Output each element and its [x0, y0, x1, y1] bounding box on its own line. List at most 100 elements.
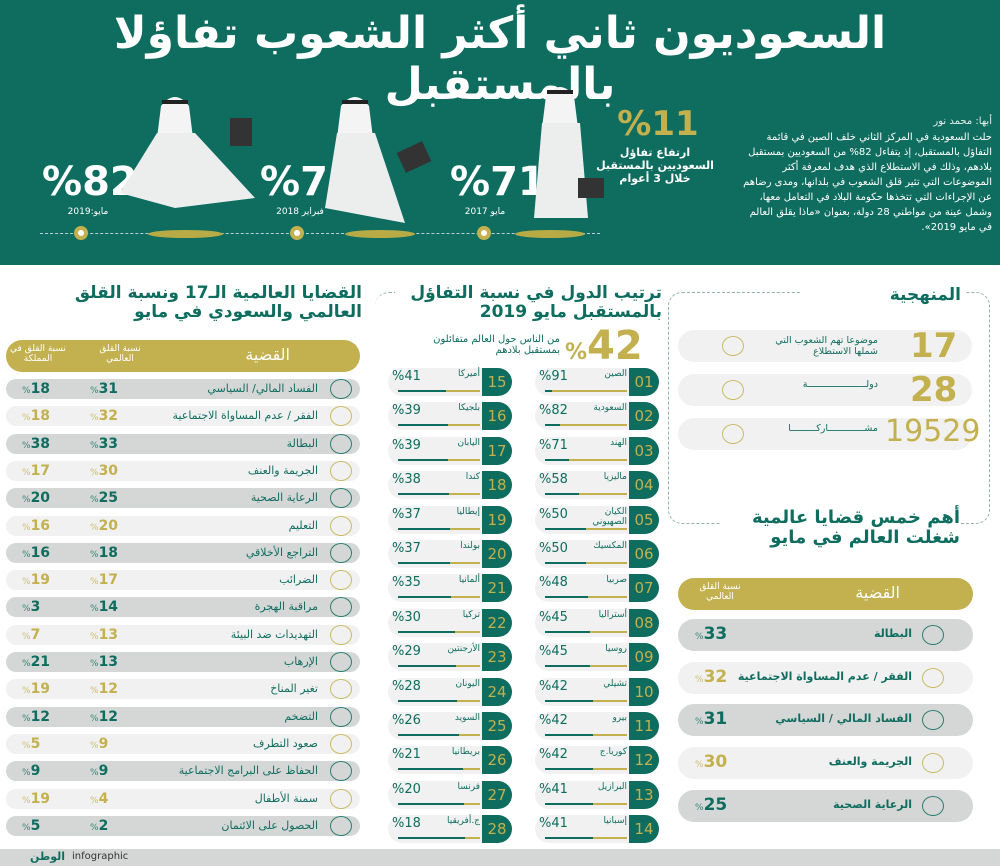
optimism-bar-track [545, 699, 627, 702]
group-icon [722, 424, 744, 444]
country-name: بلجيكا [458, 403, 480, 414]
lightbulb-gears-icon [722, 336, 744, 356]
country-name: الهند [610, 437, 627, 448]
issue-icon [330, 624, 352, 645]
issue-name: الفساد المالي/ السياسي [207, 382, 318, 395]
issue-row [6, 788, 360, 809]
world-concern-value: %13 [90, 626, 119, 643]
issue-row [6, 706, 360, 727]
optimism-bar-track [545, 802, 627, 805]
issue-name: البطالة [286, 436, 318, 450]
optimism-value: %37 [392, 506, 421, 522]
world-value-number: 42 [587, 323, 643, 369]
rank-badge: 18 [482, 471, 512, 500]
optimism-bar-fill [451, 596, 480, 599]
col-ksa-label: نسبة القلق في المملكة [10, 344, 66, 364]
issue-icon [330, 488, 352, 509]
country-name: أميركا [457, 369, 480, 379]
footer-logo: الوطن [30, 850, 66, 863]
ksa-concern-value: %5 [22, 817, 41, 834]
ksa-concern-value: %16 [22, 517, 51, 534]
optimism-bar-fill [455, 630, 480, 633]
intro-text: حلت السعودية في المركز الثاني خلف الصين … [743, 132, 992, 233]
methodology-value: 28 [910, 370, 958, 410]
world-concern-value: %14 [90, 599, 119, 616]
optimism-bar-fill [586, 527, 627, 530]
issue-name: الإرهاب [283, 655, 318, 668]
country-name: إيطاليا [456, 506, 480, 517]
country-name: اليونان [455, 678, 480, 689]
world-concern-value: %12 [90, 708, 119, 725]
country-name: المكسيك [593, 541, 627, 551]
ksa-concern-value: %38 [22, 435, 51, 452]
optimism-value: %50 [539, 541, 568, 556]
optimism-bar-track [398, 527, 480, 530]
rank-badge: 14 [629, 815, 659, 844]
optimism-bar-fill [449, 527, 480, 530]
optimism-bar-track [545, 596, 627, 599]
country-name: إسبانيا [603, 816, 627, 827]
world-concern-value: %9 [90, 735, 109, 752]
optimism-value: %41 [539, 781, 568, 797]
ksa-concern-value: %19 [22, 572, 51, 589]
rank-badge: 27 [482, 780, 512, 809]
rank-badge: 02 [629, 402, 659, 431]
rank-badge: 24 [482, 677, 512, 706]
stat-2017-date: مايو 2017 [464, 207, 506, 217]
optimism-value: %42 [539, 713, 568, 728]
timeline-dot [290, 226, 304, 240]
issue-row [6, 542, 360, 563]
top5-header [678, 578, 973, 610]
optimism-bar-fill [592, 734, 627, 736]
world-optimism-caption: من الناس حول العالم متفائلون بمستقبل بلا… [433, 334, 560, 356]
saudi-man-running-illustration [325, 97, 432, 223]
issue-icon [330, 570, 352, 591]
issue-icon [330, 379, 352, 399]
issue-icon [330, 815, 352, 836]
byline: أبها: محمد نور [933, 116, 992, 127]
ksa-concern-value: %18 [22, 381, 51, 397]
optimism-value: %29 [392, 644, 421, 660]
world-concern-value: %25 [90, 490, 119, 507]
stat-2019: %82 [42, 159, 138, 205]
rank-badge: 03 [629, 436, 659, 465]
optimism-bar-track [398, 665, 480, 668]
optimism-bar-fill [448, 424, 480, 427]
world-concern-value: %32 [90, 408, 119, 425]
country-name: السويد [454, 713, 480, 723]
footer-brand: infographic [72, 851, 129, 862]
country-name: ج.أفريقيا [447, 816, 480, 827]
ksa-concern-value: %19 [22, 681, 51, 698]
optimism-bar-track [398, 802, 480, 805]
top5-world-value: %33 [695, 624, 728, 644]
issue-row [6, 597, 360, 618]
country-name: ماليزيا [603, 472, 627, 483]
top5-world-value: %32 [695, 666, 728, 687]
optimism-value: %26 [392, 713, 421, 728]
optimism-value: %58 [539, 472, 568, 488]
optimism-value: %21 [392, 747, 421, 763]
optimism-bar-fill [449, 562, 480, 564]
globe-people-icon [722, 380, 744, 400]
stat-2018-date: فبراير 2018 [276, 207, 324, 217]
optimism-bar-track [398, 596, 480, 599]
optimism-bar-track [398, 699, 480, 702]
optimism-value: %42 [539, 678, 568, 694]
ksa-concern-value: %9 [22, 763, 41, 780]
optimism-value: %41 [392, 369, 421, 384]
rank-badge: 26 [482, 746, 512, 775]
issue-name: الحصول على الائتمان [221, 818, 318, 832]
issue-icon [330, 406, 352, 427]
optimism-bar-fill [579, 493, 627, 496]
issue-row [6, 652, 360, 672]
issue-row [6, 433, 360, 454]
rank-badge: 20 [482, 540, 512, 568]
country-name: روسيا [605, 644, 627, 655]
ksa-concern-value: %5 [22, 735, 41, 752]
stat-2019-date: مايو:2019 [67, 207, 109, 217]
issue-name: مراقبة الهجرة [254, 600, 318, 614]
issue-icon [330, 788, 352, 809]
top5-issue-name: الرعاية الصحية [833, 797, 912, 811]
top5-issue-name: الفقر / عدم المساواة الاجتماعية [737, 669, 912, 683]
world-concern-value: %18 [90, 544, 119, 561]
